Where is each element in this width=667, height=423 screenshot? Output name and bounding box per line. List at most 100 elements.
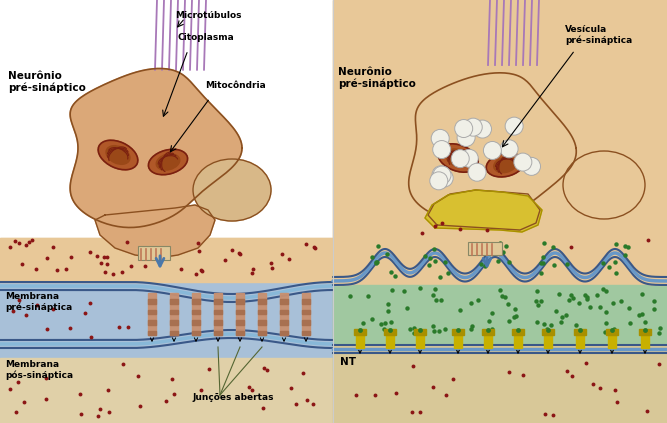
Ellipse shape (106, 146, 130, 164)
Bar (192, 293, 200, 335)
Bar (192, 310, 200, 314)
Circle shape (460, 149, 478, 167)
Bar (258, 320, 266, 324)
Bar (280, 310, 288, 314)
Bar (214, 293, 222, 335)
Ellipse shape (563, 151, 645, 219)
Bar (416, 331, 424, 348)
Text: Membrana
pré-sináptica: Membrana pré-sináptica (5, 292, 72, 312)
Bar (170, 320, 178, 324)
Text: Mitocôndria: Mitocôndria (205, 81, 265, 90)
Bar (386, 331, 394, 348)
Text: Vesícula
pré-sináptica: Vesícula pré-sináptica (565, 25, 632, 45)
Ellipse shape (98, 140, 138, 170)
Bar (0, 238, 333, 282)
Polygon shape (95, 205, 215, 258)
Bar (302, 310, 310, 314)
Bar (236, 310, 244, 314)
Bar (414, 329, 426, 335)
Bar (170, 299, 178, 303)
Bar (192, 320, 200, 324)
Circle shape (500, 140, 518, 158)
Circle shape (484, 141, 502, 159)
Polygon shape (428, 190, 540, 230)
Bar (0, 358, 333, 423)
Bar (302, 331, 310, 335)
Circle shape (522, 157, 540, 176)
Bar (333, 370, 667, 423)
Bar (192, 331, 200, 335)
Bar (214, 331, 222, 335)
Bar (333, 0, 667, 285)
Bar (356, 331, 364, 348)
Bar (148, 320, 156, 324)
Bar (236, 320, 244, 324)
Ellipse shape (486, 153, 524, 177)
Bar (148, 331, 156, 335)
Bar (333, 270, 667, 370)
Bar (482, 329, 494, 335)
Bar (302, 293, 310, 335)
Circle shape (432, 166, 450, 184)
Circle shape (455, 120, 473, 137)
Bar (214, 310, 222, 314)
Bar (236, 331, 244, 335)
Text: NT: NT (340, 357, 356, 367)
Bar (170, 331, 178, 335)
Polygon shape (409, 73, 576, 223)
Bar (542, 329, 554, 335)
Bar (258, 310, 266, 314)
Circle shape (514, 153, 532, 171)
Circle shape (430, 172, 448, 190)
Bar (214, 320, 222, 324)
Circle shape (464, 118, 482, 136)
Circle shape (474, 120, 492, 138)
Polygon shape (425, 190, 542, 232)
Bar (280, 293, 288, 335)
Bar (608, 331, 616, 348)
Circle shape (505, 117, 523, 135)
Bar (454, 331, 462, 348)
Ellipse shape (446, 149, 470, 167)
Bar (468, 242, 502, 255)
Bar (484, 331, 492, 348)
Bar (280, 331, 288, 335)
Bar (148, 310, 156, 314)
Polygon shape (70, 69, 242, 228)
Bar (544, 331, 552, 348)
Circle shape (433, 140, 451, 159)
Bar (641, 331, 649, 348)
Ellipse shape (438, 144, 478, 172)
Bar (258, 299, 266, 303)
Bar (236, 293, 244, 335)
Text: Neurônio
pré-sináptico: Neurônio pré-sináptico (8, 71, 86, 93)
Bar (302, 320, 310, 324)
Bar (148, 293, 156, 335)
Bar (280, 320, 288, 324)
Bar (0, 238, 333, 423)
Text: Microtúbulos: Microtúbulos (175, 11, 241, 20)
Bar (170, 293, 178, 335)
Bar (280, 299, 288, 303)
Bar (574, 329, 586, 335)
Bar (354, 329, 366, 335)
Bar (576, 331, 584, 348)
Bar (148, 299, 156, 303)
Bar (214, 299, 222, 303)
Bar (333, 345, 667, 423)
Bar (192, 299, 200, 303)
Text: Neurônio
pré-sináptico: Neurônio pré-sináptico (338, 67, 416, 89)
Bar (512, 329, 524, 335)
Bar (302, 299, 310, 303)
Bar (333, 0, 667, 270)
Ellipse shape (494, 157, 516, 173)
Ellipse shape (193, 159, 271, 221)
Circle shape (468, 163, 486, 181)
Text: Junções abertas: Junções abertas (192, 393, 273, 402)
Circle shape (451, 150, 469, 168)
Bar (170, 310, 178, 314)
Bar (639, 329, 651, 335)
Ellipse shape (156, 154, 180, 170)
Bar (606, 329, 618, 335)
Bar (258, 331, 266, 335)
